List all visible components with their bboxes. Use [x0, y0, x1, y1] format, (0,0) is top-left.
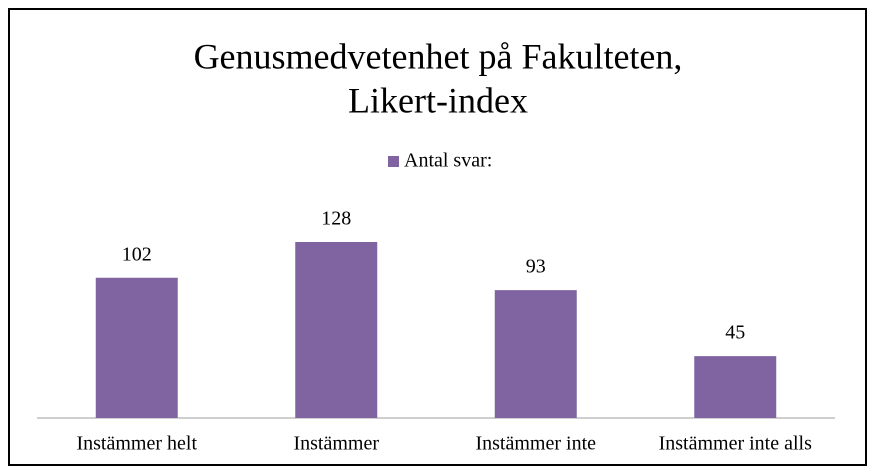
x-tick-label: Instämmer helt [76, 433, 197, 455]
data-label: 93 [526, 256, 546, 278]
chart-title: Genusmedvetenhet på Fakulteten, [194, 36, 683, 76]
bar [295, 242, 378, 418]
legend-label: Antal svar: [404, 150, 492, 172]
x-tick-label: Instämmer [293, 433, 379, 455]
data-label: 128 [321, 208, 351, 230]
bar [95, 277, 178, 418]
legend-swatch [388, 156, 399, 167]
x-tick-label: Instämmer inte alls [659, 433, 813, 455]
data-label: 45 [725, 322, 745, 344]
bar [494, 290, 577, 418]
chart-title: Likert-index [348, 80, 528, 120]
x-tick-label: Instämmer inte [475, 433, 596, 455]
data-label: 102 [122, 243, 152, 265]
bar [694, 356, 777, 418]
